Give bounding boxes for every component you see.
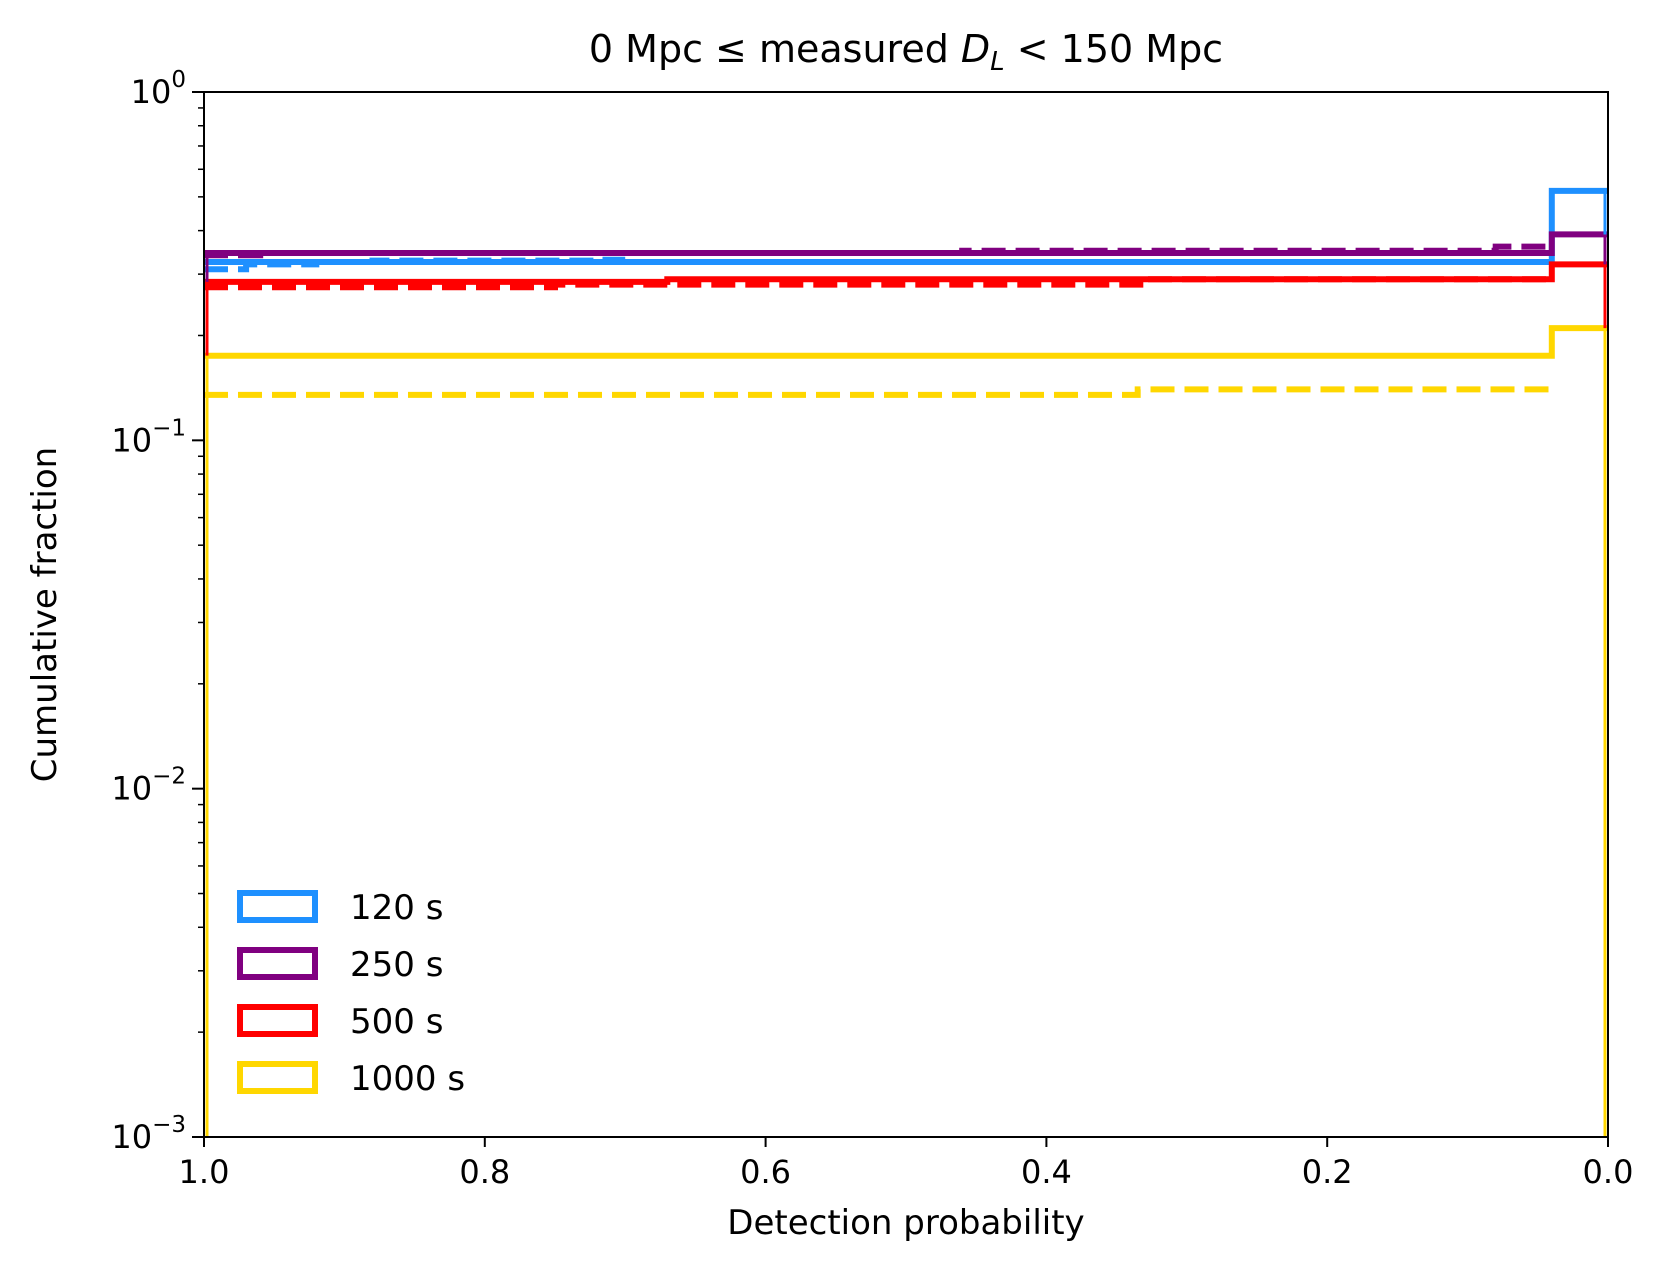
chart-title-text: 0 Mpc ≤ measured DL < 150 Mpc xyxy=(589,27,1223,77)
series-line-250s-dashed xyxy=(204,243,1552,259)
series-line-1000s-dashed xyxy=(204,386,1552,398)
legend-swatch xyxy=(237,1004,318,1037)
series-group xyxy=(204,187,1608,1137)
y-axis-label: Cumulative fraction xyxy=(25,447,65,782)
legend-label: 500 s xyxy=(350,1002,443,1042)
series-line-250s-solid xyxy=(204,231,1608,256)
x-axis-label: Detection probability xyxy=(727,1203,1084,1243)
x-tick-label: 1.0 xyxy=(179,1153,230,1191)
legend-swatch xyxy=(237,1061,318,1094)
legend-swatch xyxy=(237,890,318,923)
y-tick-label: 100 xyxy=(131,67,186,111)
legend-label: 1000 s xyxy=(350,1059,465,1099)
x-tick-label: 0.2 xyxy=(1302,1153,1353,1191)
x-tick-label: 0.0 xyxy=(1583,1153,1634,1191)
series-line-500s-dashed xyxy=(204,276,1552,291)
legend-label: 250 s xyxy=(350,945,443,985)
plot-frame xyxy=(203,91,1609,1138)
legend-label: 120 s xyxy=(350,888,443,928)
x-tick-label: 0.8 xyxy=(459,1153,510,1191)
y-tick-label: 10−1 xyxy=(111,415,186,459)
series-line-1000s-solid xyxy=(204,325,1608,359)
x-axis: 1.0 0.8 0.6 0.4 0.2 0.0 xyxy=(179,1137,1634,1191)
y-tick-label: 10−2 xyxy=(111,764,186,808)
x-tick-label: 0.6 xyxy=(740,1153,791,1191)
series-line-120s-solid xyxy=(204,187,1608,265)
legend-swatch xyxy=(237,947,318,980)
chart-title: 0 Mpc ≤ measured DL < 150 Mpc xyxy=(589,27,1223,77)
x-tick-label: 0.4 xyxy=(1021,1153,1072,1191)
y-axis: 100 10−1 10−2 10−3 xyxy=(111,67,204,1156)
legend: 120 s 250 s 500 s 1000 s xyxy=(237,888,465,1099)
series-line-120s-dashed xyxy=(204,256,626,273)
y-tick-label: 10−3 xyxy=(111,1112,186,1156)
